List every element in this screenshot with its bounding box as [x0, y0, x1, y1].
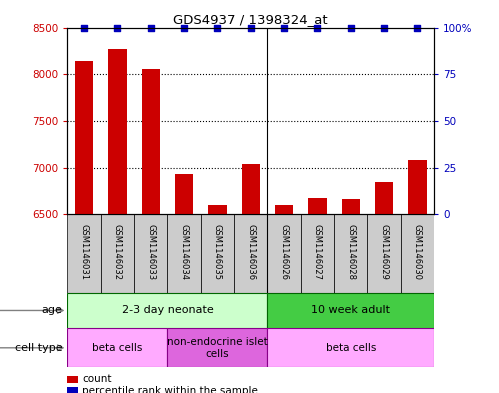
- Text: age: age: [41, 305, 62, 316]
- Bar: [267, 293, 434, 328]
- Text: cell type: cell type: [15, 343, 62, 353]
- Bar: [375, 182, 393, 214]
- Bar: [201, 214, 234, 293]
- Text: count: count: [82, 374, 112, 384]
- Bar: [408, 160, 427, 214]
- Text: 2-3 day neonate: 2-3 day neonate: [122, 305, 213, 316]
- Bar: [108, 49, 127, 214]
- Bar: [308, 198, 327, 214]
- Point: [113, 24, 121, 31]
- Bar: [342, 199, 360, 214]
- Bar: [401, 214, 434, 293]
- Bar: [142, 68, 160, 214]
- Point: [313, 24, 321, 31]
- Text: GSM1146027: GSM1146027: [313, 224, 322, 280]
- Bar: [175, 174, 193, 214]
- Point: [180, 24, 188, 31]
- Bar: [75, 61, 93, 214]
- Point: [347, 24, 355, 31]
- Bar: [367, 214, 401, 293]
- Bar: [275, 205, 293, 214]
- Bar: [234, 214, 267, 293]
- Bar: [167, 214, 201, 293]
- Point: [80, 24, 88, 31]
- Text: beta cells: beta cells: [92, 343, 143, 353]
- Point: [247, 24, 254, 31]
- Point: [147, 24, 155, 31]
- Text: GSM1146026: GSM1146026: [279, 224, 288, 280]
- Bar: [334, 214, 367, 293]
- Bar: [67, 293, 267, 328]
- Text: GSM1146032: GSM1146032: [113, 224, 122, 280]
- Point: [214, 24, 222, 31]
- Bar: [208, 205, 227, 214]
- Text: beta cells: beta cells: [325, 343, 376, 353]
- Text: 10 week adult: 10 week adult: [311, 305, 390, 316]
- Bar: [267, 214, 301, 293]
- Text: non-endocrine islet
cells: non-endocrine islet cells: [167, 337, 268, 358]
- Bar: [101, 214, 134, 293]
- Point: [380, 24, 388, 31]
- Bar: [67, 214, 101, 293]
- Text: GSM1146029: GSM1146029: [380, 224, 389, 280]
- Text: GSM1146030: GSM1146030: [413, 224, 422, 280]
- Text: GSM1146031: GSM1146031: [79, 224, 88, 280]
- Text: percentile rank within the sample: percentile rank within the sample: [82, 386, 258, 393]
- Text: GSM1146035: GSM1146035: [213, 224, 222, 280]
- Bar: [67, 328, 167, 367]
- Bar: [267, 328, 434, 367]
- Bar: [134, 214, 167, 293]
- Bar: [242, 164, 260, 214]
- Point: [280, 24, 288, 31]
- Title: GDS4937 / 1398324_at: GDS4937 / 1398324_at: [174, 13, 328, 26]
- Bar: [301, 214, 334, 293]
- Bar: [167, 328, 267, 367]
- Text: GSM1146033: GSM1146033: [146, 224, 155, 280]
- Text: GSM1146036: GSM1146036: [246, 224, 255, 280]
- Point: [414, 24, 422, 31]
- Text: GSM1146028: GSM1146028: [346, 224, 355, 280]
- Text: GSM1146034: GSM1146034: [180, 224, 189, 280]
